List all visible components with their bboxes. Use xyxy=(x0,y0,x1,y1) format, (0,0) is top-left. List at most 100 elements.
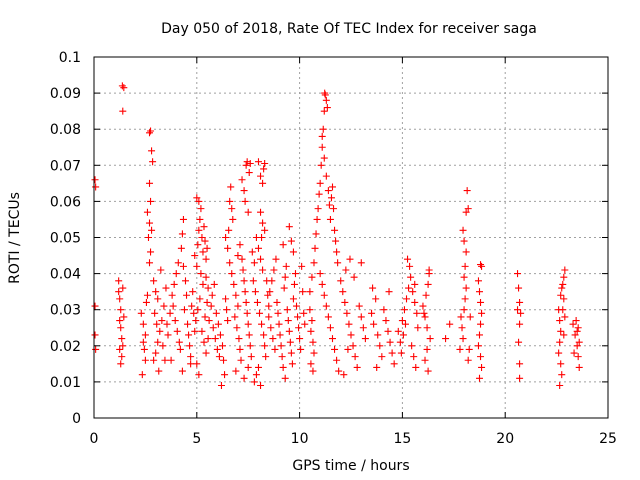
data-point xyxy=(343,309,351,317)
data-point xyxy=(254,158,262,166)
data-point xyxy=(239,266,247,274)
data-point xyxy=(359,324,367,332)
y-tick-label: 0.07 xyxy=(50,158,81,174)
data-point xyxy=(311,244,319,252)
data-point xyxy=(423,324,431,332)
data-point xyxy=(202,273,210,281)
data-point xyxy=(341,298,349,306)
data-point xyxy=(314,205,322,213)
data-point xyxy=(412,363,420,371)
data-point xyxy=(476,331,483,339)
data-point xyxy=(271,345,279,353)
data-point xyxy=(222,295,230,303)
data-point xyxy=(115,288,123,296)
data-point xyxy=(334,259,342,267)
data-point xyxy=(146,219,154,227)
data-point xyxy=(204,335,212,343)
data-point xyxy=(217,382,225,390)
data-point xyxy=(328,335,336,343)
grid-lines xyxy=(94,57,608,418)
data-point xyxy=(225,226,233,234)
data-point xyxy=(382,317,390,325)
data-point xyxy=(423,345,431,353)
data-point xyxy=(267,324,275,332)
data-point xyxy=(232,291,240,299)
data-point xyxy=(245,331,253,339)
data-point xyxy=(270,266,278,274)
data-point xyxy=(280,284,288,292)
data-point xyxy=(116,295,124,303)
data-point xyxy=(561,266,569,274)
data-point xyxy=(322,96,330,104)
data-point xyxy=(575,363,583,371)
data-point xyxy=(460,273,468,281)
data-point xyxy=(247,353,255,361)
data-point xyxy=(557,291,565,299)
data-point xyxy=(396,338,404,346)
x-tick-label: 20 xyxy=(496,431,514,447)
data-point xyxy=(459,335,467,343)
data-point xyxy=(331,345,339,353)
chart-title: Day 050 of 2018, Rate Of TEC Index for r… xyxy=(161,21,537,37)
data-point xyxy=(346,255,354,263)
data-point xyxy=(146,259,154,267)
data-point xyxy=(230,280,238,288)
data-point xyxy=(514,270,522,278)
data-point xyxy=(357,313,365,321)
data-point xyxy=(351,353,359,361)
data-point xyxy=(309,338,317,346)
data-point xyxy=(169,302,177,310)
data-point xyxy=(405,284,413,292)
data-point xyxy=(202,349,210,357)
data-point xyxy=(516,320,524,328)
data-point xyxy=(92,183,100,191)
data-point xyxy=(224,317,232,325)
data-point xyxy=(143,208,151,216)
data-point xyxy=(118,82,126,90)
data-point xyxy=(283,306,291,314)
data-point xyxy=(374,331,382,339)
data-point xyxy=(242,298,250,306)
data-point xyxy=(574,353,582,361)
data-point xyxy=(324,313,332,321)
data-point xyxy=(167,356,175,364)
data-point xyxy=(557,327,565,335)
data-point xyxy=(259,266,267,274)
data-point xyxy=(193,360,201,368)
data-point xyxy=(204,284,212,292)
data-point xyxy=(411,280,419,288)
data-point xyxy=(406,262,414,270)
data-point xyxy=(335,367,343,375)
data-point xyxy=(268,277,276,285)
data-point xyxy=(232,367,240,375)
data-point xyxy=(380,306,388,314)
data-point xyxy=(265,302,273,310)
data-point xyxy=(403,295,411,303)
data-point xyxy=(398,317,406,325)
data-point xyxy=(200,223,208,231)
data-point xyxy=(286,338,294,346)
data-point xyxy=(344,345,352,353)
data-point xyxy=(337,277,345,285)
data-point xyxy=(194,306,202,314)
data-point xyxy=(143,291,151,299)
data-point xyxy=(238,255,246,263)
data-point xyxy=(294,313,302,321)
data-point xyxy=(463,187,471,195)
data-point xyxy=(198,234,206,241)
data-point xyxy=(139,320,147,328)
data-point xyxy=(261,159,269,167)
data-point xyxy=(325,201,333,209)
data-point xyxy=(376,342,384,350)
data-point xyxy=(459,226,467,234)
data-point xyxy=(150,356,158,364)
data-point xyxy=(361,335,369,343)
data-point xyxy=(191,327,199,335)
data-point xyxy=(189,288,197,296)
data-point xyxy=(257,172,265,180)
data-point xyxy=(202,255,210,263)
data-point xyxy=(266,288,274,296)
data-points xyxy=(91,82,583,390)
data-point xyxy=(146,129,154,137)
data-point xyxy=(368,309,376,317)
